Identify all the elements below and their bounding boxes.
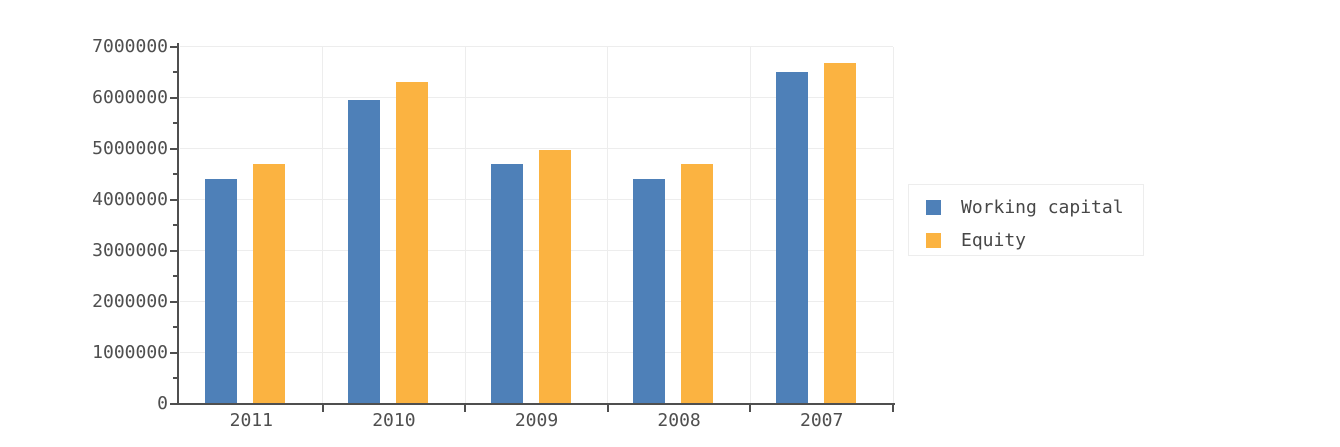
x-axis-tick [606,403,609,412]
gridline-horizontal [180,352,893,353]
x-axis-category-label: 2008 [657,410,701,431]
x-axis-tick [749,403,752,412]
gridline-vertical [322,46,324,404]
x-axis-line [176,402,895,405]
gridline-horizontal [180,301,893,302]
y-axis-minor-tick [173,275,177,277]
bar-working-capital-2009 [490,163,523,404]
y-axis-minor-tick [173,224,177,226]
x-axis-category-label: 2007 [800,410,844,431]
y-axis-major-tick [170,249,177,252]
gridline-vertical [749,46,751,404]
bar-equity-2007 [823,62,856,404]
y-axis-major-tick [170,198,177,201]
x-axis-category-label: 2009 [514,410,559,431]
y-axis-tick-label: 0 [157,392,168,414]
y-axis-major-tick [170,147,177,150]
bar-working-capital-2011 [205,179,238,404]
y-axis-tick-label: 2000000 [92,290,168,312]
bar-equity-2009 [538,149,571,404]
legend: Working capital Equity [908,184,1144,256]
gridline-horizontal [180,199,893,200]
gridline-horizontal [180,46,893,47]
gridline-horizontal [180,250,893,251]
bar-working-capital-2010 [347,100,380,404]
y-axis-major-tick [170,300,177,303]
bar-equity-2008 [681,163,714,404]
gridline-vertical [892,46,894,404]
y-axis-major-tick [170,96,177,99]
y-axis-minor-tick [173,122,177,124]
y-axis-minor-tick [173,71,177,73]
bar-equity-2010 [395,82,428,404]
gridline-vertical [464,46,466,404]
y-axis-tick-label: 3000000 [92,239,168,261]
legend-item-equity: Equity [909,230,1143,252]
bar-working-capital-2008 [633,179,666,404]
y-axis-major-tick [170,45,177,48]
y-axis-tick-label: 4000000 [92,188,168,210]
x-axis-category-label: 2011 [229,410,273,431]
x-axis-tick [321,403,324,412]
bar-working-capital-2007 [775,72,808,404]
legend-swatch-working-capital [926,200,941,215]
y-axis-line [176,43,179,405]
y-axis-minor-tick [173,377,177,379]
y-axis-minor-tick [173,326,177,328]
y-axis-tick-label: 1000000 [92,341,168,363]
legend-label: Working capital [961,197,1124,218]
y-axis-tick-label: 7000000 [92,35,168,57]
legend-swatch-equity [926,233,941,248]
legend-label: Equity [961,230,1027,251]
x-axis-tick [464,403,467,412]
bar-equity-2011 [253,163,286,404]
gridline-horizontal [180,97,893,98]
legend-item-working-capital: Working capital [909,197,1143,219]
y-axis-major-tick [170,351,177,354]
x-axis-tick [892,403,894,412]
y-axis-tick-label: 5000000 [92,137,168,159]
y-axis-major-tick [170,402,177,405]
y-axis-tick-label: 6000000 [92,86,168,108]
x-axis-category-label: 2010 [372,410,416,431]
gridline-horizontal [180,148,893,149]
gridline-vertical [607,46,609,404]
y-axis-minor-tick [173,173,177,175]
